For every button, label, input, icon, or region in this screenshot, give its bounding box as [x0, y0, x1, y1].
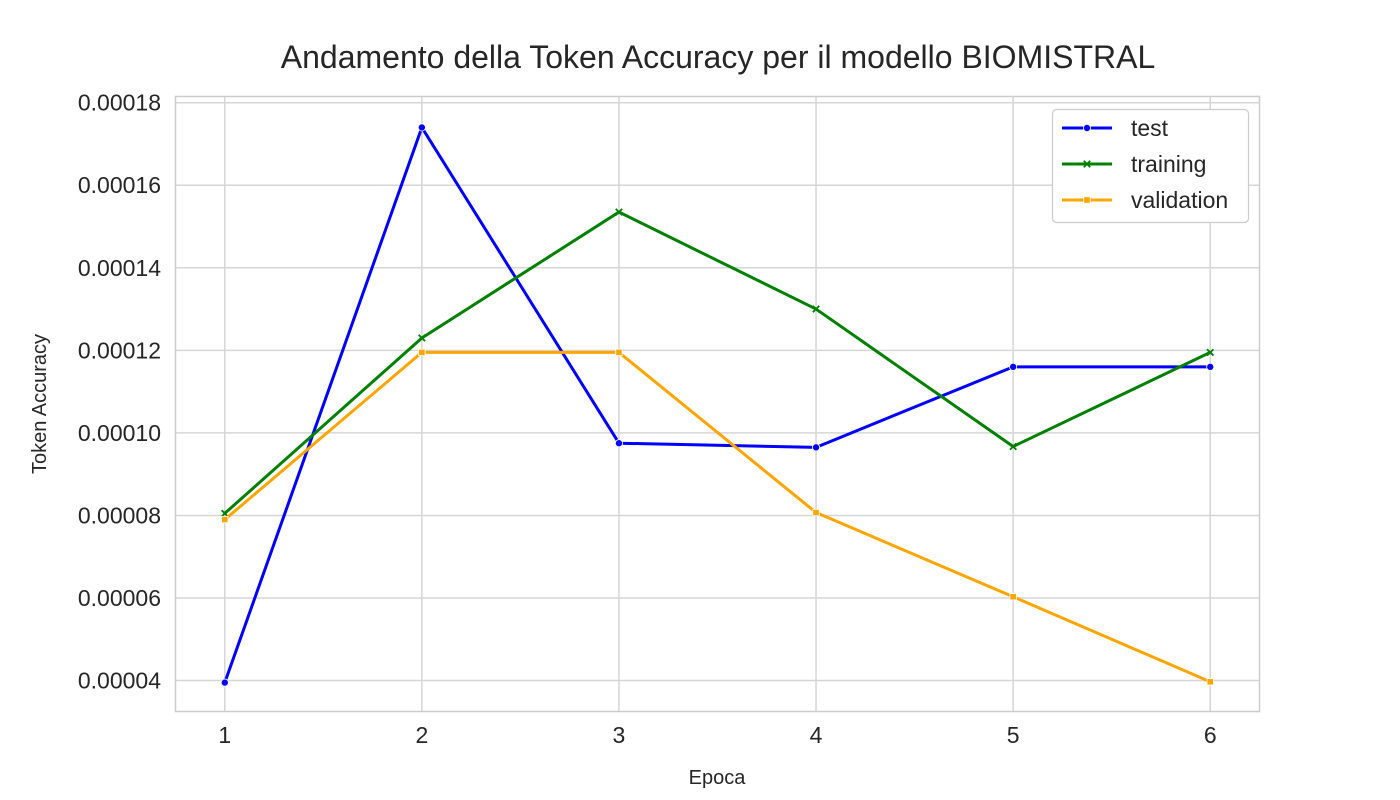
series-training [220, 208, 1215, 518]
legend-label-training: training [1131, 151, 1206, 177]
validation-point [1009, 593, 1017, 601]
training-line [223, 210, 1212, 515]
axis-ticks: 1 2 3 4 5 6 0.00004 0.00006 0.00008 0.00010 0.0001… [78, 90, 1217, 748]
y-tick-label: 0.00006 [78, 585, 161, 611]
training-point [1206, 348, 1215, 357]
training-point [812, 305, 820, 313]
y-tick-label: 0.00012 [78, 337, 161, 363]
test-point [614, 439, 623, 448]
test-point [1009, 362, 1018, 371]
series-test [220, 123, 1215, 687]
test-point [1206, 362, 1215, 371]
validation-point [812, 508, 820, 517]
validation-point [615, 348, 623, 357]
legend-label-test: test [1131, 115, 1169, 141]
x-tick-label: 1 [218, 722, 231, 748]
chart-title: Andamento della Token Accuracy per il mo… [281, 39, 1156, 75]
x-tick-label: 3 [613, 722, 626, 748]
test-line [223, 125, 1212, 685]
legend-marker-validation [1083, 196, 1091, 204]
x-tick-label: 2 [415, 722, 428, 748]
legend-label-validation: validation [1131, 187, 1228, 213]
legend-entry-test: test [1062, 115, 1169, 141]
y-tick-label: 0.00010 [78, 420, 161, 446]
training-point [220, 509, 229, 518]
validation-point [1206, 678, 1214, 686]
y-tick-label: 0.00016 [78, 172, 161, 198]
legend: test training validation [1051, 108, 1250, 224]
x-tick-label: 4 [810, 722, 823, 748]
y-tick-label: 0.00014 [78, 255, 161, 281]
legend-entry-training: training [1062, 151, 1206, 177]
y-axis-label: Token Accuracy [29, 334, 51, 474]
legend-marker-training [1083, 160, 1091, 168]
plot-area-frame [174, 95, 1261, 713]
training-point [615, 208, 623, 216]
legend-box [1051, 108, 1250, 224]
y-tick-label: 0.00018 [78, 90, 161, 116]
training-point [418, 334, 426, 342]
x-axis-label: Epoca [689, 767, 747, 789]
test-point [417, 123, 426, 132]
test-point [220, 678, 229, 687]
training-point [1009, 442, 1017, 451]
y-tick-label: 0.00004 [78, 668, 161, 694]
series-validation [221, 348, 1214, 686]
validation-point [221, 515, 229, 524]
test-point [812, 443, 821, 452]
legend-marker-test [1083, 124, 1092, 133]
legend-entry-validation: validation [1062, 187, 1228, 213]
x-tick-label: 6 [1204, 722, 1217, 748]
validation-point [418, 348, 426, 357]
x-tick-label: 5 [1007, 722, 1020, 748]
validation-line [223, 350, 1212, 684]
y-tick-label: 0.00008 [78, 502, 161, 528]
series-lines [220, 123, 1215, 687]
